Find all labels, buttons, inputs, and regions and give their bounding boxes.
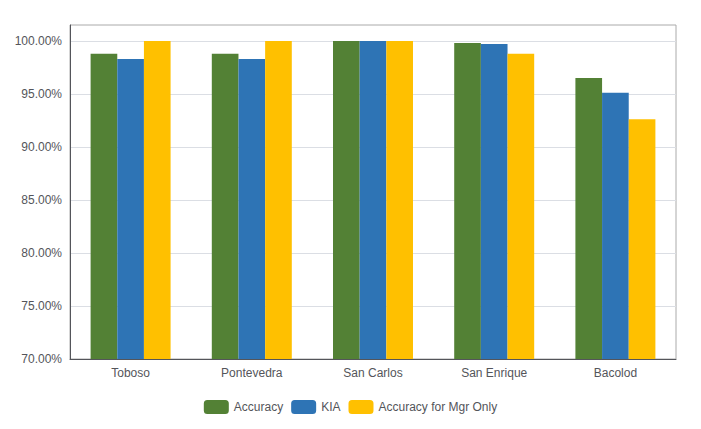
svg-text:San Carlos: San Carlos xyxy=(343,366,402,380)
svg-text:80.00%: 80.00% xyxy=(21,246,62,260)
svg-text:75.00%: 75.00% xyxy=(21,299,62,313)
svg-text:Toboso: Toboso xyxy=(111,366,150,380)
svg-text:85.00%: 85.00% xyxy=(21,193,62,207)
svg-text:KIA: KIA xyxy=(321,400,340,414)
svg-text:90.00%: 90.00% xyxy=(21,140,62,154)
svg-text:Bacolod: Bacolod xyxy=(594,366,637,380)
svg-text:San Enrique: San Enrique xyxy=(461,366,527,380)
svg-text:70.00%: 70.00% xyxy=(21,352,62,366)
svg-text:Pontevedra: Pontevedra xyxy=(221,366,283,380)
svg-text:95.00%: 95.00% xyxy=(21,87,62,101)
svg-text:Accuracy for Mgr Only: Accuracy for Mgr Only xyxy=(378,400,497,414)
svg-text:100.00%: 100.00% xyxy=(15,34,63,48)
svg-text:Accuracy: Accuracy xyxy=(234,400,283,414)
